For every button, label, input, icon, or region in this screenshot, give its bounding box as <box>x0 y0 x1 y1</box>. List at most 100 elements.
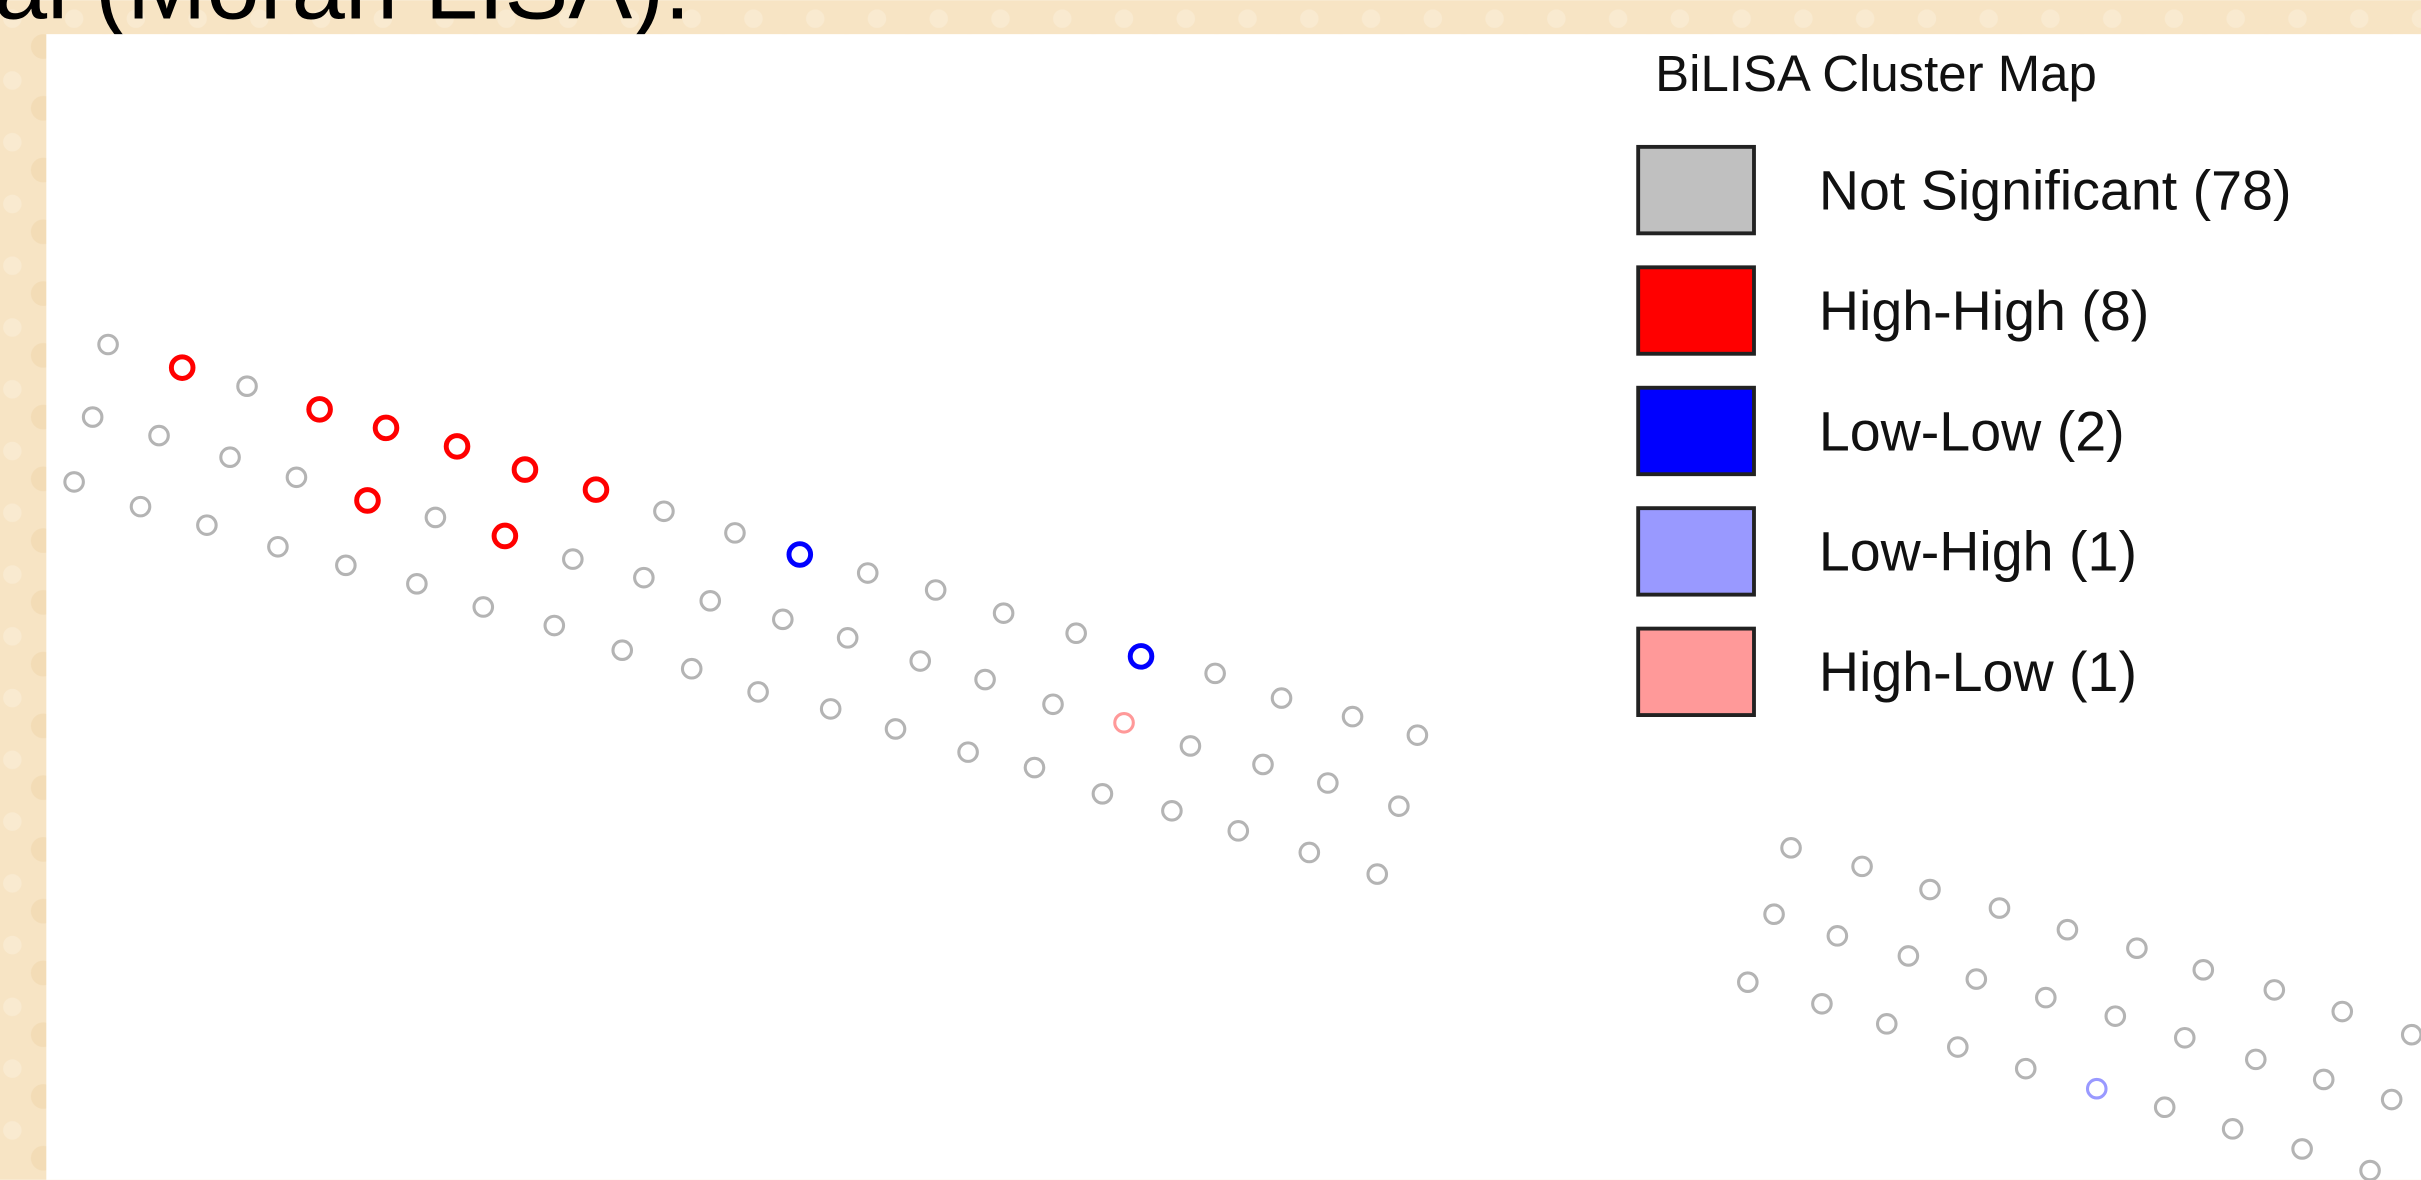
point <box>974 668 996 691</box>
point <box>747 681 769 703</box>
point <box>611 639 634 662</box>
point <box>472 596 495 618</box>
point <box>1270 687 1293 709</box>
legend-title: BiLISA Cluster Map <box>1655 45 2097 102</box>
point <box>2034 986 2057 1009</box>
point <box>992 602 1015 624</box>
point <box>168 354 196 381</box>
point <box>1919 878 1941 901</box>
point <box>1406 724 1429 746</box>
point <box>443 433 471 460</box>
point <box>285 466 308 489</box>
point <box>633 566 655 589</box>
point <box>653 500 675 523</box>
point <box>2014 1057 2037 1080</box>
legend-label: Low-Low (2) <box>1819 400 2125 462</box>
point <box>196 514 218 536</box>
point <box>2173 1026 2196 1049</box>
point <box>884 718 907 740</box>
point <box>786 541 814 568</box>
point <box>1826 925 1849 947</box>
legend: Not Significant (78) High-High (8) Low-Low… <box>1636 144 2292 717</box>
point <box>543 614 566 637</box>
legend-label: Not Significant (78) <box>1819 159 2292 221</box>
point <box>511 456 539 483</box>
point <box>129 495 152 518</box>
point <box>2221 1118 2244 1140</box>
point <box>924 579 947 601</box>
point <box>2312 1068 2335 1091</box>
legend-label: Low-High (1) <box>1819 521 2137 583</box>
point <box>1737 971 1759 993</box>
point <box>81 406 104 428</box>
point <box>582 476 610 503</box>
point <box>1388 795 1410 817</box>
point <box>1780 837 1802 859</box>
point <box>1298 841 1321 864</box>
point <box>267 535 289 558</box>
point <box>1127 643 1155 670</box>
point <box>1811 992 1833 1015</box>
point <box>372 414 400 442</box>
point <box>1317 772 1339 794</box>
point <box>306 396 333 423</box>
point <box>1897 945 1920 967</box>
point <box>2380 1088 2403 1111</box>
point <box>1965 968 1988 990</box>
point <box>1763 903 1785 926</box>
point <box>2153 1096 2176 1119</box>
point <box>97 333 119 356</box>
legend-swatch <box>1636 385 1756 477</box>
legend-label: High-High (8) <box>1819 280 2149 342</box>
point <box>1065 622 1087 645</box>
point <box>2104 1005 2127 1027</box>
point <box>2126 937 2148 960</box>
point <box>2192 959 2215 981</box>
legend-swatch <box>1636 265 1756 356</box>
point <box>1113 711 1135 734</box>
point <box>1204 662 1226 685</box>
point <box>562 548 584 570</box>
point <box>491 522 519 550</box>
point <box>957 741 979 763</box>
point <box>1179 735 1202 757</box>
point <box>1252 753 1274 776</box>
point <box>219 446 241 469</box>
point <box>772 608 794 631</box>
point <box>856 562 879 584</box>
point <box>2056 918 2079 941</box>
legend-label: High-Low (1) <box>1819 641 2137 703</box>
point <box>680 657 703 680</box>
point <box>148 424 170 447</box>
point <box>2085 1077 2108 1100</box>
point <box>335 554 357 577</box>
point <box>1988 897 2011 919</box>
point <box>1366 863 1389 885</box>
point <box>1023 756 1046 779</box>
point <box>1851 855 1873 878</box>
point <box>1341 705 1364 728</box>
point <box>2263 979 2286 1001</box>
point <box>406 573 428 595</box>
point <box>63 471 85 493</box>
legend-swatch <box>1636 626 1756 717</box>
point <box>1042 693 1064 716</box>
point <box>699 590 722 612</box>
point <box>2244 1048 2267 1071</box>
point <box>1875 1013 1898 1035</box>
point <box>2291 1138 2313 1160</box>
point <box>836 627 859 649</box>
point <box>1227 820 1250 842</box>
point <box>1161 799 1183 822</box>
point <box>2400 1023 2421 1046</box>
point <box>424 506 447 529</box>
point <box>2331 1000 2354 1023</box>
point <box>236 375 258 397</box>
map-panel <box>46 34 2421 1180</box>
point <box>724 522 746 544</box>
legend-swatch <box>1636 144 1756 236</box>
point <box>819 698 842 720</box>
point <box>1091 783 1114 805</box>
